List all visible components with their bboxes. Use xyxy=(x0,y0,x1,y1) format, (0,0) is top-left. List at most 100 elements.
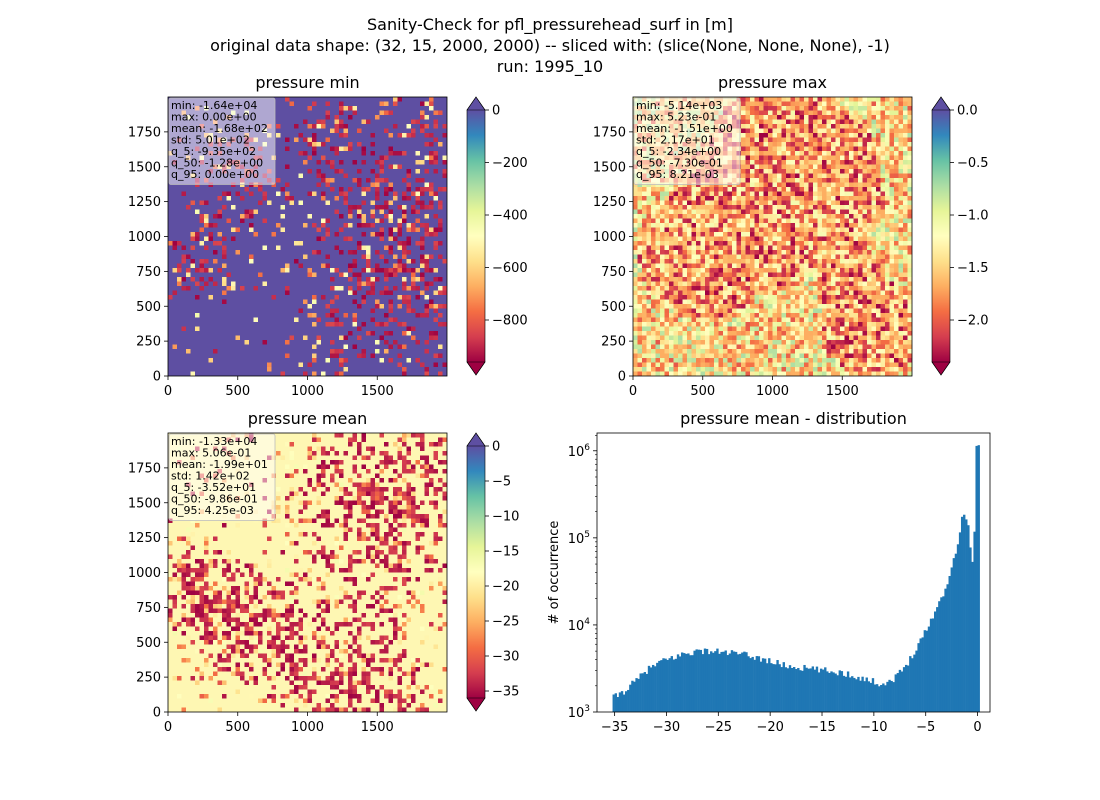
x-tick-label: −15 xyxy=(808,720,835,735)
histogram-bar xyxy=(759,661,763,712)
histogram-bar xyxy=(902,667,906,712)
colorbar-tick-label: 0.0 xyxy=(957,104,978,119)
colorbar-outline xyxy=(466,96,486,376)
histogram-bar xyxy=(672,659,676,712)
stats-line: q_50: -7.30e-01 xyxy=(636,157,723,170)
histogram-bar xyxy=(859,680,862,712)
histogram-bar xyxy=(803,664,806,712)
histogram-bar xyxy=(751,656,754,712)
histogram-bar xyxy=(732,651,736,712)
histogram-bar xyxy=(836,675,839,712)
histogram-bar xyxy=(691,655,694,712)
histogram-bar xyxy=(861,676,864,712)
pressure-max-panel: pressure max 0 500 1000 1500 0 250 500 750 1000 12… xyxy=(593,73,989,399)
histogram-bar xyxy=(641,673,644,712)
histogram-bar xyxy=(880,685,883,712)
figure-title-line-2: original data shape: (32, 15, 2000, 2000… xyxy=(210,36,890,55)
histogram-bar xyxy=(741,652,744,712)
histogram-bar xyxy=(919,638,922,712)
histogram-bar xyxy=(958,532,962,712)
histogram-bar xyxy=(915,650,918,712)
x-tick-label: −30 xyxy=(653,720,680,735)
x-tick-label: 0 xyxy=(164,720,172,735)
histogram-bar xyxy=(944,588,947,712)
histogram-bar xyxy=(635,678,638,712)
panel-title: pressure min xyxy=(255,73,359,92)
histogram-bar xyxy=(612,694,615,712)
histogram-bar xyxy=(799,670,802,712)
histogram-bar xyxy=(664,658,667,712)
stats-line: mean: -1.51e+00 xyxy=(636,122,733,135)
histogram-bar xyxy=(807,668,810,712)
histogram-bar xyxy=(656,662,659,712)
histogram-bar xyxy=(782,662,785,712)
histogram-bar xyxy=(649,667,653,712)
histogram-bar xyxy=(770,663,773,712)
histogram-bar xyxy=(622,694,626,712)
histogram-bar xyxy=(714,651,717,712)
histogram-bar xyxy=(815,666,819,712)
y-tick-label: 1500 xyxy=(128,496,161,511)
histogram-bar xyxy=(716,648,719,712)
histogram-bar xyxy=(790,668,794,712)
histogram-bar xyxy=(678,656,682,712)
histogram-bar xyxy=(718,653,721,712)
histogram-bar xyxy=(973,531,976,712)
histogram-bar xyxy=(705,648,709,712)
stats-line: mean: -1.68e+02 xyxy=(171,122,268,135)
stats-line: std: 2.17e+01 xyxy=(636,134,715,147)
histogram-bar xyxy=(797,667,800,712)
x-tick-label: −20 xyxy=(756,720,783,735)
histogram-bar xyxy=(757,656,761,712)
histogram-bar xyxy=(882,683,885,712)
histogram-bar xyxy=(726,655,729,712)
colorbar-tick-label: −25 xyxy=(492,615,519,630)
colorbar-tick-label: −20 xyxy=(492,580,519,595)
histogram-bar xyxy=(813,669,817,712)
y-tick-label: 1250 xyxy=(128,195,161,210)
histogram-bar xyxy=(842,675,846,712)
histogram-bars xyxy=(612,445,980,712)
histogram-bar xyxy=(846,671,850,712)
colorbar-tick-label: −200 xyxy=(492,156,528,171)
colorbar-outline xyxy=(466,432,486,712)
histogram-bar xyxy=(840,671,844,712)
histogram-bar xyxy=(734,651,738,712)
histogram-bar xyxy=(824,667,827,712)
histogram-bar xyxy=(693,650,696,712)
histogram-bar xyxy=(654,666,657,712)
histogram-bar xyxy=(904,664,908,712)
y-tick-label: 106 xyxy=(568,443,591,460)
y-tick-label: 250 xyxy=(136,335,161,350)
histogram-bar xyxy=(896,673,900,712)
panel-title: pressure mean xyxy=(248,409,368,428)
y-tick-label: 1000 xyxy=(128,230,161,245)
histogram-bar xyxy=(724,650,727,712)
y-tick-label: 105 xyxy=(568,530,590,547)
histogram-bar xyxy=(886,681,889,712)
histogram-bar xyxy=(697,649,700,712)
colorbar-tick-label: −30 xyxy=(492,650,519,665)
histogram-bar xyxy=(745,652,748,712)
histogram-bar xyxy=(907,665,910,712)
histogram-bar xyxy=(633,681,636,712)
stats-box-background xyxy=(168,433,276,521)
y-tick-label: 750 xyxy=(601,265,626,280)
histogram-bar xyxy=(795,669,798,712)
histogram-bar xyxy=(855,679,858,712)
x-tick-label: 0 xyxy=(629,384,637,399)
histogram-bar xyxy=(832,672,835,712)
histogram-bar xyxy=(834,673,837,712)
histogram-bar xyxy=(660,660,663,712)
y-tick-label: 500 xyxy=(136,300,161,315)
histogram-bar xyxy=(929,618,933,712)
stats-line: max: 5.23e-01 xyxy=(636,111,716,124)
stats-line: q_95: 8.21e-03 xyxy=(636,168,719,181)
stats-line: mean: -1.99e+01 xyxy=(171,458,268,471)
histogram-bar xyxy=(948,576,951,712)
histogram-bar xyxy=(817,672,821,712)
y-tick-label: 0 xyxy=(153,706,161,721)
y-tick-label: 0 xyxy=(153,370,161,385)
colorbar-tick-label: −2.0 xyxy=(957,314,989,329)
